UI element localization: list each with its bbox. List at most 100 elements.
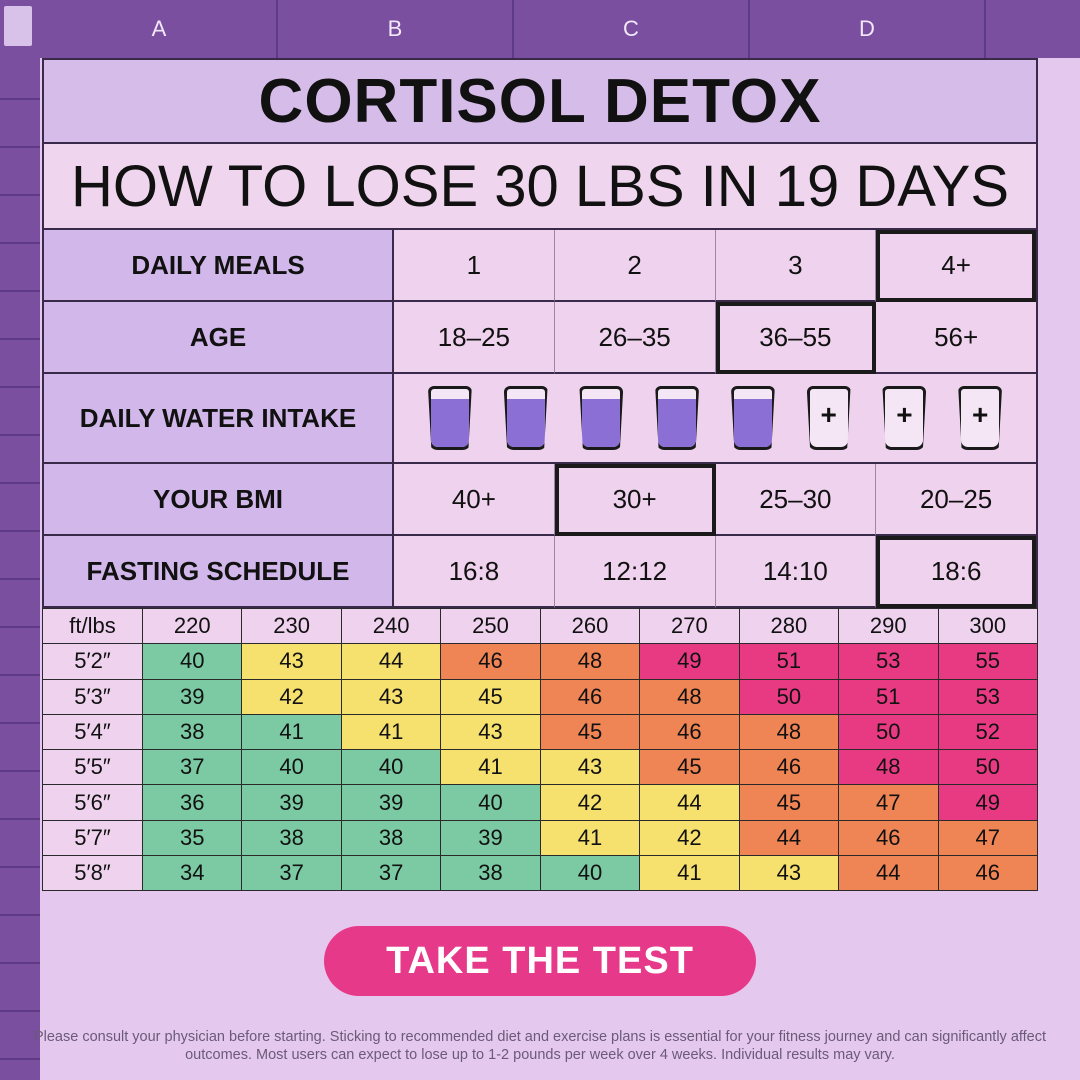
row-divider [0,914,40,916]
bmi-value-cell[interactable]: 46 [440,643,541,680]
bmi-value-cell[interactable]: 41 [639,855,740,892]
bmi-value-cell[interactable]: 37 [141,749,243,786]
bmi-value-cell[interactable]: 42 [241,678,342,715]
bmi-value-cell[interactable]: 46 [738,749,840,786]
bmi-value-cell[interactable]: 46 [539,678,641,715]
column-header-d[interactable]: D [750,0,986,58]
water-glass-filled-icon[interactable] [655,386,700,450]
bmi-value-cell[interactable]: 40 [340,749,442,786]
water-fill [733,399,772,447]
bmi-value-cell[interactable]: 45 [738,784,840,821]
bmi-value-cell[interactable]: 39 [241,784,342,821]
bmi-value-cell[interactable]: 37 [340,855,442,892]
option-cell[interactable]: 18:6 [876,536,1036,608]
column-header-extra[interactable] [986,0,1080,58]
bmi-value-cell[interactable]: 45 [440,678,541,715]
bmi-value-cell[interactable]: 40 [440,784,541,821]
plus-icon: + [896,399,913,430]
bmi-value-cell[interactable]: 49 [639,643,740,680]
water-glass-filled-icon[interactable] [503,386,548,450]
bmi-value-cell[interactable]: 49 [937,784,1038,821]
bmi-value-cell[interactable]: 39 [340,784,442,821]
option-cell[interactable]: 56+ [876,302,1036,374]
bmi-value-cell[interactable]: 51 [738,643,840,680]
bmi-value-cell[interactable]: 39 [440,819,541,857]
bmi-value-cell[interactable]: 47 [937,819,1038,857]
bmi-value-cell[interactable]: 44 [340,643,442,680]
bmi-value-cell[interactable]: 45 [539,713,641,751]
bmi-value-cell[interactable]: 38 [241,819,342,857]
bmi-value-cell[interactable]: 41 [539,819,641,857]
bmi-value-cell[interactable]: 43 [738,855,840,892]
bmi-value-cell[interactable]: 48 [539,643,641,680]
bmi-value-cell[interactable]: 48 [838,749,939,786]
bmi-value-cell[interactable]: 38 [141,713,243,751]
option-cell[interactable]: 12:12 [554,536,716,608]
bmi-value-cell[interactable]: 46 [937,855,1038,892]
bmi-value-cell[interactable]: 43 [440,713,541,751]
bmi-value-cell[interactable]: 53 [937,678,1038,715]
bmi-value-cell[interactable]: 52 [937,713,1038,751]
bmi-value-cell[interactable]: 50 [937,749,1038,786]
height-label: 5′8″ [42,855,143,892]
bmi-value-cell[interactable]: 38 [440,855,541,892]
bmi-value-cell[interactable]: 36 [141,784,243,821]
bmi-value-cell[interactable]: 48 [639,678,740,715]
bmi-value-cell[interactable]: 50 [838,713,939,751]
bmi-value-cell[interactable]: 39 [141,678,243,715]
water-glass-add-icon[interactable]: + [882,386,927,450]
bmi-value-cell[interactable]: 48 [738,713,840,751]
bmi-value-cell[interactable]: 44 [639,784,740,821]
water-glass-filled-icon[interactable] [730,386,775,450]
option-cell[interactable]: 1 [394,230,555,302]
bmi-value-cell[interactable]: 40 [241,749,342,786]
bmi-value-cell[interactable]: 41 [241,713,342,751]
column-header-a[interactable]: A [42,0,278,58]
weight-header: 230 [241,607,342,645]
option-cell[interactable]: 26–35 [554,302,716,374]
bmi-value-cell[interactable]: 51 [838,678,939,715]
bmi-value-cell[interactable]: 50 [738,678,840,715]
bmi-value-cell[interactable]: 46 [838,819,939,857]
bmi-value-cell[interactable]: 43 [539,749,641,786]
bmi-value-cell[interactable]: 42 [539,784,641,821]
option-cell[interactable]: 40+ [394,464,555,536]
option-cell[interactable]: 25–30 [715,464,877,536]
bmi-value-cell[interactable]: 37 [241,855,342,892]
option-cell[interactable]: 18–25 [394,302,555,374]
bmi-value-cell[interactable]: 43 [241,643,342,680]
bmi-value-cell[interactable]: 41 [440,749,541,786]
bmi-value-cell[interactable]: 43 [340,678,442,715]
option-cell[interactable]: 30+ [554,464,716,536]
select-all-corner[interactable] [0,0,42,58]
bmi-value-cell[interactable]: 45 [639,749,740,786]
option-cell[interactable]: 4+ [876,230,1036,302]
bmi-value-cell[interactable]: 55 [937,643,1038,680]
bmi-value-cell[interactable]: 41 [340,713,442,751]
bmi-value-cell[interactable]: 53 [838,643,939,680]
column-header-b[interactable]: B [278,0,514,58]
water-glass-filled-icon[interactable] [579,386,624,450]
option-cell[interactable]: 36–55 [715,302,877,374]
bmi-value-cell[interactable]: 40 [141,643,243,680]
water-glass-add-icon[interactable]: + [958,386,1003,450]
option-cell[interactable]: 16:8 [394,536,555,608]
option-cell[interactable]: 14:10 [715,536,877,608]
option-cell[interactable]: 20–25 [876,464,1036,536]
column-header-c[interactable]: C [514,0,750,58]
bmi-value-cell[interactable]: 35 [141,819,243,857]
bmi-value-cell[interactable]: 47 [838,784,939,821]
bmi-value-cell[interactable]: 44 [738,819,840,857]
bmi-value-cell[interactable]: 44 [838,855,939,892]
bmi-value-cell[interactable]: 40 [539,855,641,892]
bmi-value-cell[interactable]: 38 [340,819,442,857]
bmi-value-cell[interactable]: 34 [141,855,243,892]
option-cell[interactable]: 3 [715,230,877,302]
option-cell[interactable]: 2 [554,230,716,302]
bmi-value-cell[interactable]: 42 [639,819,740,857]
water-glass-add-icon[interactable]: + [806,386,851,450]
take-the-test-button[interactable]: TAKE THE TEST [324,926,756,996]
bmi-value-cell[interactable]: 46 [639,713,740,751]
option-cells: 16:8 12:12 14:10 18:6 [394,536,1036,608]
water-glass-filled-icon[interactable] [427,386,472,450]
